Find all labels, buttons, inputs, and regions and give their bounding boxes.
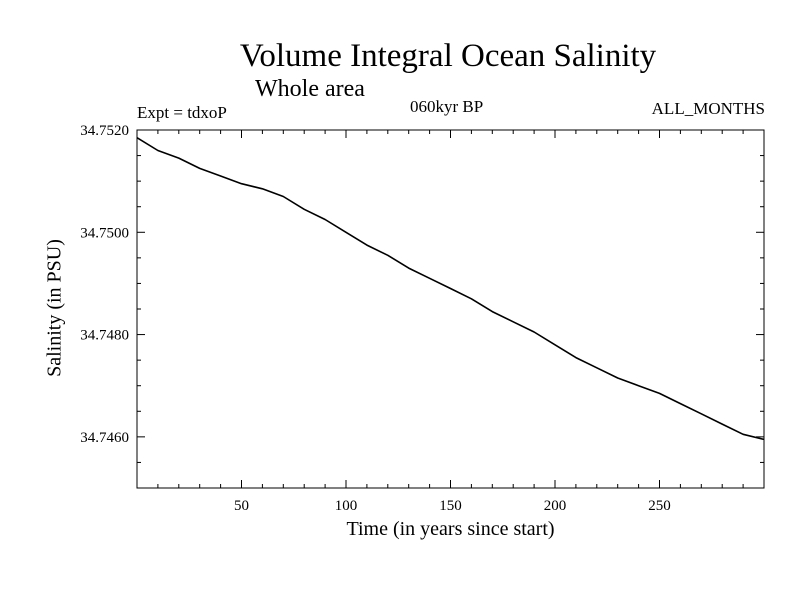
x-tick-label: 250	[648, 498, 671, 514]
y-tick-label: 34.7480	[80, 328, 129, 344]
x-tick-label: 200	[544, 498, 567, 514]
months-label: ALL_MONTHS	[651, 99, 765, 118]
series-line	[136, 137, 765, 441]
plot-frame	[136, 129, 765, 489]
y-tick-label: 34.7520	[80, 123, 129, 139]
x-axis-label: Time (in years since start)	[346, 518, 555, 540]
experiment-label: Expt = tdxoP	[137, 103, 227, 122]
x-tick-label: 50	[234, 498, 249, 514]
x-tick-label: 150	[439, 498, 462, 514]
x-tick-label: 100	[335, 498, 358, 514]
y-tick-label: 34.7460	[80, 430, 129, 446]
period-label: 060kyr BP	[410, 97, 484, 116]
y-tick-label: 34.7500	[80, 225, 129, 241]
chart-subtitle: Whole area	[255, 76, 365, 102]
chart-title: Volume Integral Ocean Salinity	[239, 38, 657, 74]
